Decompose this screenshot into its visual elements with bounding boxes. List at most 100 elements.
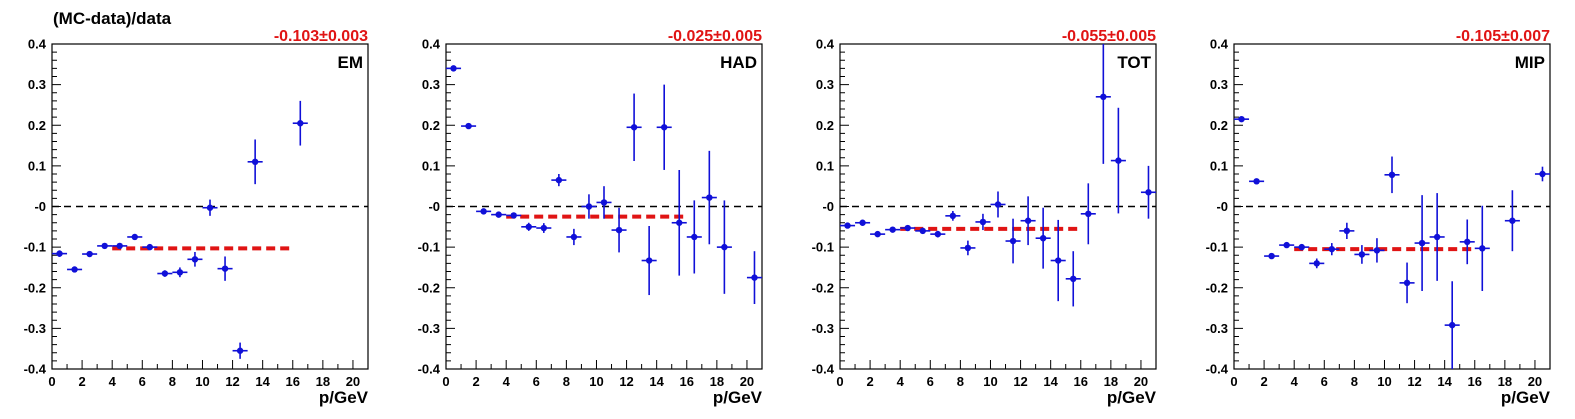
y-tick-label: 0.1	[816, 158, 834, 173]
fit-result: -0.103±0.003	[274, 28, 368, 45]
data-point	[1444, 281, 1460, 369]
fit-result: -0.105±0.007	[1456, 28, 1550, 45]
data-point	[202, 199, 218, 216]
marker	[934, 230, 942, 238]
y-tick-label: -0.4	[812, 362, 835, 377]
panel-label: TOT	[1117, 53, 1151, 72]
marker	[1145, 189, 1152, 196]
marker	[660, 124, 668, 131]
x-tick-label: 8	[169, 374, 176, 389]
x-tick-label: 6	[533, 374, 540, 389]
marker	[859, 219, 866, 226]
data-point	[1414, 195, 1430, 291]
data-point	[1309, 258, 1325, 269]
data-point	[641, 226, 657, 296]
data-point	[870, 230, 886, 238]
x-tick-label: 18	[1498, 374, 1512, 389]
x-tick-label: 14	[255, 374, 270, 389]
x-tick-label: 16	[1468, 374, 1482, 389]
x-tick-label: 10	[195, 374, 209, 389]
data-point	[945, 210, 961, 221]
data-point	[127, 233, 143, 241]
data-point	[626, 93, 642, 161]
marker	[297, 120, 304, 127]
y-tick-label: 0.4	[28, 37, 47, 52]
marker	[949, 212, 957, 220]
x-tick-label: 14	[649, 374, 664, 389]
y-tick-label: 0.4	[816, 37, 835, 52]
y-tick-label: -0	[34, 199, 46, 214]
marker	[176, 269, 184, 276]
x-tick-label: 16	[680, 374, 694, 389]
y-tick-label: -0	[822, 199, 834, 214]
x-tick-label: 2	[1260, 374, 1267, 389]
marker	[600, 199, 608, 206]
data-point	[1339, 222, 1355, 239]
data-point	[1354, 245, 1370, 264]
marker	[844, 222, 851, 229]
data-point	[656, 84, 672, 170]
data-points	[52, 100, 308, 359]
marker	[1100, 93, 1107, 101]
panel-label: HAD	[720, 53, 757, 72]
y-tick-label: -0.2	[24, 280, 46, 295]
data-point	[172, 267, 188, 278]
data-point	[476, 208, 492, 215]
x-tick-label: 4	[1291, 374, 1299, 389]
data-point	[960, 240, 976, 256]
y-tick-label: 0.4	[1210, 37, 1229, 52]
y-tick-label: -0.3	[1206, 321, 1228, 336]
marker	[645, 257, 653, 264]
data-point	[885, 226, 901, 233]
data-point	[900, 224, 916, 232]
y-tick-label: -0.1	[24, 240, 46, 255]
data-point	[671, 169, 687, 276]
marker	[236, 347, 244, 354]
x-axis-label: p/GeV	[1501, 388, 1551, 407]
marker	[691, 233, 698, 241]
x-tick-label: 14	[1437, 374, 1452, 389]
data-point	[536, 223, 552, 233]
data-point	[686, 200, 702, 274]
panel-label: MIP	[1515, 53, 1545, 72]
x-tick-label: 10	[1377, 374, 1391, 389]
data-point	[566, 228, 582, 246]
marker	[1328, 245, 1336, 253]
data-point	[746, 251, 762, 304]
x-tick-label: 12	[619, 374, 633, 389]
data-point	[187, 252, 203, 267]
data-point	[1020, 196, 1036, 246]
y-tick-label: 0.2	[422, 118, 440, 133]
marker	[480, 208, 487, 215]
marker	[1403, 279, 1411, 287]
y-tick-label: 0.2	[816, 118, 834, 133]
data-points	[840, 44, 1156, 307]
x-tick-label: 0	[442, 374, 449, 389]
x-tick-label: 0	[1230, 374, 1237, 389]
data-point	[990, 191, 1006, 218]
y-tick-label: -0.1	[418, 240, 440, 255]
marker	[206, 204, 214, 211]
marker	[465, 122, 472, 130]
data-point	[52, 250, 68, 257]
x-tick-label: 12	[225, 374, 239, 389]
y-tick-label: 0.2	[28, 118, 46, 133]
x-tick-label: 18	[1104, 374, 1118, 389]
data-point	[82, 250, 98, 258]
x-tick-label: 12	[1013, 374, 1027, 389]
x-axis-label: p/GeV	[1107, 388, 1157, 407]
data-point	[461, 122, 477, 130]
marker	[1509, 217, 1516, 224]
data-point	[1294, 243, 1310, 251]
x-tick-label: 14	[1043, 374, 1058, 389]
figure-ylabel: (MC-data)/data	[53, 9, 172, 28]
data-point	[157, 270, 173, 277]
marker	[56, 250, 63, 257]
x-tick-label: 12	[1407, 374, 1421, 389]
x-tick-label: 18	[710, 374, 724, 389]
marker	[570, 233, 578, 241]
data-point	[1095, 44, 1111, 164]
marker	[630, 124, 638, 131]
x-axis-label: p/GeV	[319, 388, 369, 407]
